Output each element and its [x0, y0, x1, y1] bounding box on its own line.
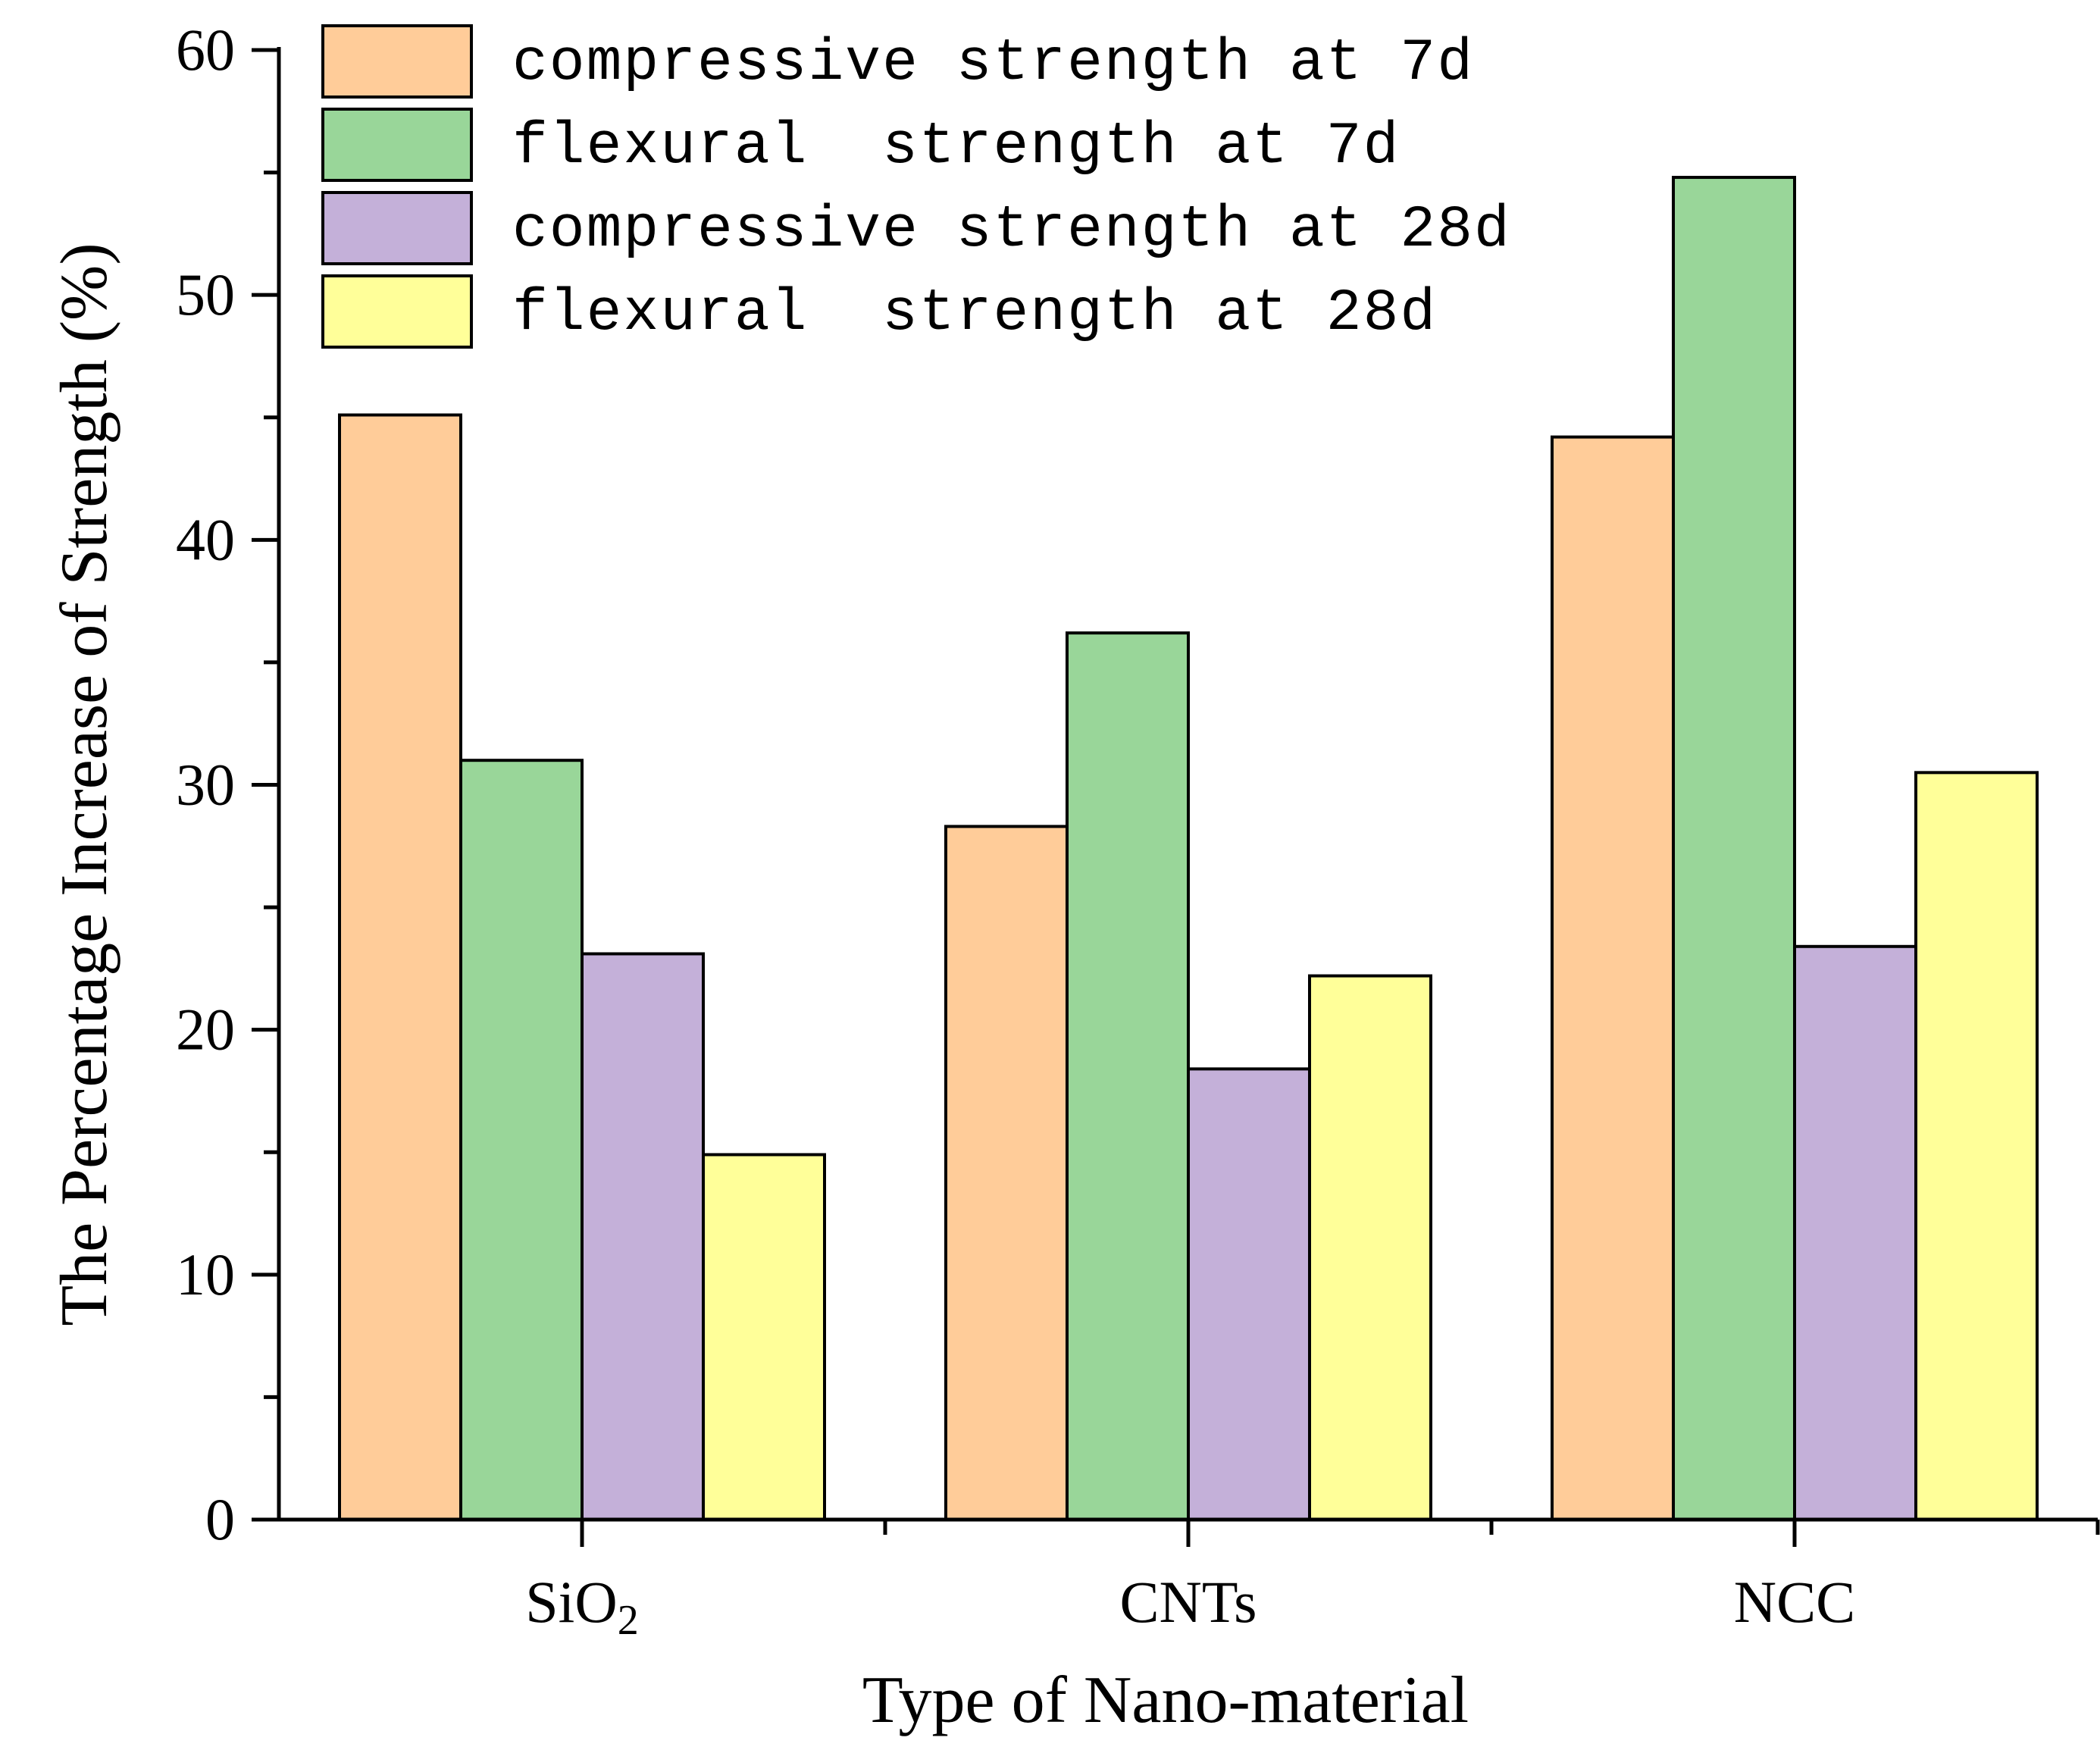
legend-swatch-3: [321, 191, 473, 265]
legend-swatch-1: [321, 24, 473, 99]
bar-4-cnts: [1308, 974, 1432, 1521]
bars-group: [338, 176, 2039, 1522]
y-tick-label: 0: [205, 1486, 235, 1552]
x-tick-label-ncc: NCC: [1734, 1569, 1855, 1635]
bar-4-sio: [702, 1153, 826, 1522]
bar-2-sio: [459, 759, 584, 1521]
bar-3-cnts: [1187, 1067, 1311, 1521]
y-tick-label: 40: [176, 506, 235, 572]
x-axis-title: Type of Nano-material: [862, 1664, 1469, 1737]
bar-4-ncc: [1914, 771, 2039, 1521]
legend-label-4: flexural strength at 28d: [512, 280, 1437, 347]
y-tick-label: 30: [176, 752, 235, 818]
y-tick-label: 50: [176, 261, 235, 327]
bar-3-ncc: [1793, 944, 1917, 1522]
x-tick-label-cnts: CNTs: [1120, 1569, 1257, 1635]
y-axis-title: The Percentage Increase of Strength (%): [48, 243, 121, 1326]
bar-2-ncc: [1672, 176, 1796, 1522]
axes-group: 0 10 20 30 40 50 60 SiO2 CNTs NCC: [176, 17, 2100, 1644]
legend: compressive strength at 7d flexural stren…: [321, 24, 1511, 349]
bar-1-sio: [338, 413, 462, 1521]
y-tick-label: 60: [176, 17, 235, 83]
legend-swatch-2: [321, 108, 473, 182]
x-tick-label-sio: SiO2: [525, 1569, 638, 1644]
y-tick-label: 10: [176, 1241, 235, 1307]
legend-swatch-4: [321, 274, 473, 349]
bar-2-cnts: [1066, 631, 1190, 1521]
legend-label-3: compressive strength at 28d: [512, 197, 1511, 264]
bar-1-cnts: [944, 825, 1069, 1521]
bar-1-ncc: [1551, 435, 1675, 1521]
legend-label-2: flexural strength at 7d: [512, 114, 1400, 180]
bar-3-sio: [581, 952, 705, 1521]
legend-label-1: compressive strength at 7d: [512, 30, 1474, 97]
y-tick-label: 20: [176, 997, 235, 1063]
